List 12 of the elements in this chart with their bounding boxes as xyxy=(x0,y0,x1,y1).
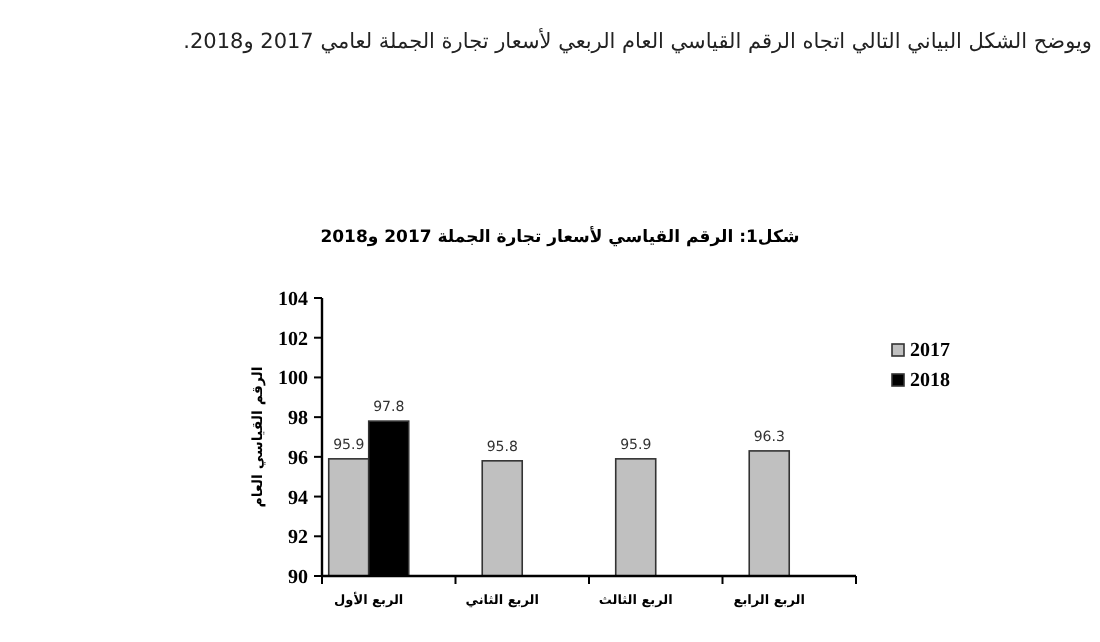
y-tick-label: 104 xyxy=(278,289,308,311)
y-tick-label: 94 xyxy=(288,487,308,510)
annotation: ويوضح الشكل البياني التالي اتجاه الرقم القياسي العام الربعي لأسعار تجارة الجملة لعامي 2017 و2018. xyxy=(183,30,1092,54)
y-tick-label: 96 xyxy=(288,447,308,470)
y-tick-label: 102 xyxy=(278,328,308,351)
y-tick-label: 98 xyxy=(288,408,308,431)
title: شكل1: الرقم القياسي لأسعار تجارة الجملة 2017 و2018 xyxy=(320,228,800,248)
legend-label: 2018 xyxy=(910,370,950,392)
legend-label: 2017 xyxy=(910,340,950,362)
y-tick-label: 92 xyxy=(288,527,308,550)
y-tick-label: 100 xyxy=(278,368,308,391)
y-tick-label: 90 xyxy=(288,567,308,589)
